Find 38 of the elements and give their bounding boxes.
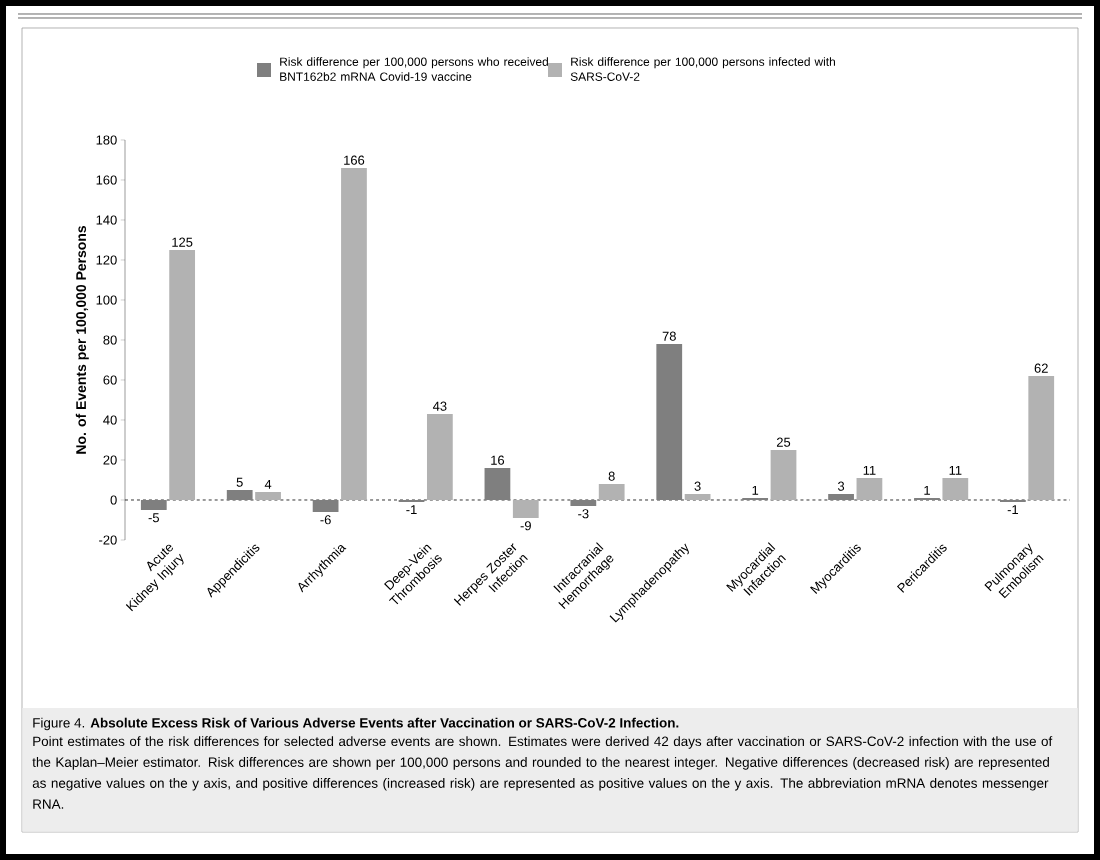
data-label: -1 [406, 505, 417, 515]
y-tick-label: 80 [103, 335, 117, 345]
data-label: -6 [320, 515, 331, 525]
data-label: -3 [578, 509, 589, 519]
y-tick-label: 40 [103, 415, 117, 425]
data-label: 1 [924, 485, 930, 495]
data-label: 4 [264, 479, 272, 489]
data-label: 8 [608, 471, 615, 481]
data-label: 43 [432, 401, 447, 411]
data-label: 11 [949, 465, 962, 475]
legend-label: Risk difference per 100,000 persons who received BNT162b2 mRNA Covid-19 vaccine [280, 57, 548, 81]
data-label: 11 [863, 465, 876, 475]
data-label: 25 [776, 437, 791, 447]
data-label: -9 [520, 521, 531, 531]
y-tick-label: 180 [96, 135, 117, 145]
data-label: 3 [837, 481, 845, 491]
text: Point estimates of the risk differences for selected adverse events are shown. Estimates were derived 42 days after vaccination or SARS-CoV-2 infection with the use of the Kaplan–Meier estimator. Risk differences are shown per 100,000 persons and rounded to the nearest integer. Negative differences (decreased risk) are represented as negative values on the y axis, and positive differences (increased risk) are represented as positive values on the y axis. The abbreviation mRNA denotes messenger RNA. [32, 736, 1053, 809]
y-tick-label: 160 [96, 175, 117, 185]
y-tick-label: 20 [103, 455, 117, 465]
y-axis-title: No. of Events per 100,000 Persons [75, 225, 89, 454]
y-tick-label: 60 [103, 375, 117, 385]
y-tick-label: -20 [99, 535, 117, 545]
data-label: -1 [1007, 505, 1019, 515]
y-tick-label: 100 [96, 295, 117, 305]
data-label: 62 [1034, 363, 1048, 373]
y-tick-label: 140 [96, 215, 117, 225]
data-label: 78 [662, 331, 676, 341]
text: Figure 4. Absolute Excess Risk of Various Adverse Events after Vaccination or SARS-CoV-2 Infection. [33, 717, 679, 731]
data-label: -5 [148, 513, 159, 523]
y-tick-label: 0 [110, 495, 117, 505]
data-label: 166 [344, 155, 365, 165]
data-label: 5 [236, 477, 243, 487]
legend-label: Risk difference per 100,000 persons infected with SARS-CoV-2 [570, 57, 835, 81]
data-label: 3 [694, 481, 701, 491]
y-tick-label: 120 [96, 255, 117, 265]
data-label: 1 [752, 485, 759, 495]
data-label: 16 [491, 455, 505, 465]
data-label: 125 [172, 237, 193, 247]
